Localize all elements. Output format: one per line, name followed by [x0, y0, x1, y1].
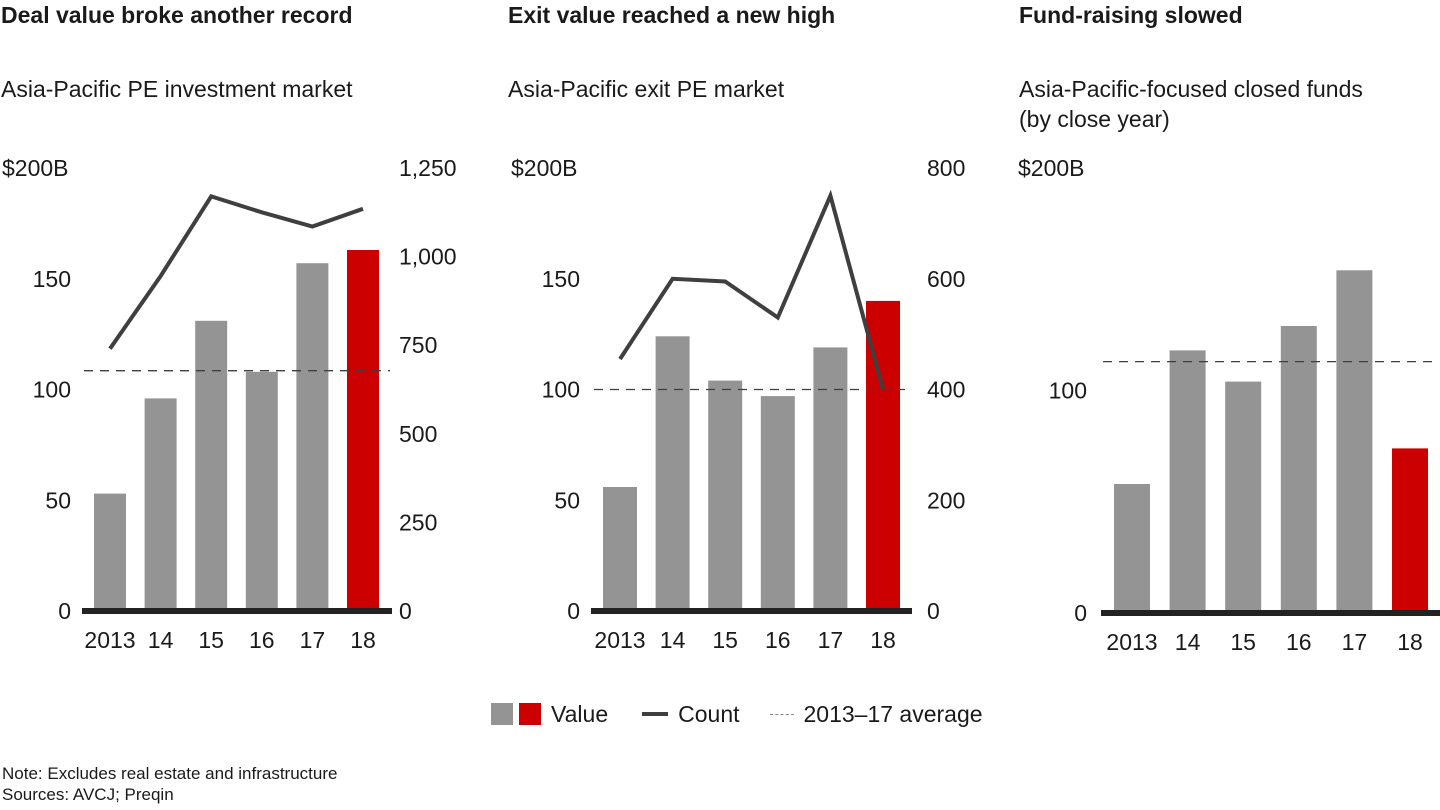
chart-3-subtitle: Asia-Pacific-focused closed funds (by cl… — [1019, 74, 1363, 134]
legend-count-label: Count — [678, 700, 740, 727]
chart-1-bar-15 — [195, 320, 228, 611]
chart-1-x-tick-label: 14 — [148, 627, 174, 653]
legend-value-swatch-red — [519, 703, 541, 725]
chart-1-x-tick-label: 2013 — [84, 627, 135, 653]
chart-1-title: Deal value broke another record — [1, 2, 353, 28]
chart-2-title: Exit value reached a new high — [508, 2, 836, 28]
chart-2-bar-14 — [655, 336, 690, 611]
chart-3-y-tick-label: $200B — [1018, 155, 1085, 181]
chart-3-x-axis — [1101, 610, 1440, 616]
legend-average-label: 2013–17 average — [803, 700, 983, 727]
chart-2-y-tick-label: 0 — [567, 598, 580, 624]
footnotes: Note: Excludes real estate and infrastru… — [2, 763, 337, 805]
chart-3-subtitle-line-1: Asia-Pacific-focused closed funds — [1019, 76, 1363, 102]
chart-1-y-tick-label: 0 — [58, 598, 71, 624]
chart-2-subtitle: Asia-Pacific exit PE market — [508, 76, 785, 102]
chart-2-count-line — [618, 189, 885, 391]
chart-1-x-tick-label: 17 — [300, 627, 326, 653]
chart-1-y2-tick-label: 1,250 — [399, 155, 457, 181]
chart-2-y-tick-label: 150 — [542, 266, 580, 292]
chart-1-bar-17 — [296, 263, 329, 611]
chart-2-bar-16 — [760, 396, 795, 611]
chart-1-y2-tick-label: 1,000 — [399, 244, 457, 270]
chart-1-y-tick-label: $200B — [2, 155, 69, 181]
chart-3-x-tick-label: 15 — [1230, 629, 1256, 655]
sources-text: Sources: AVCJ; Preqin — [2, 785, 174, 804]
chart-3-title: Fund-raising slowed — [1019, 2, 1243, 28]
legend-count-line-icon — [642, 712, 669, 716]
chart-3-bar-18 — [1392, 448, 1428, 613]
chart-2-bar-17 — [813, 347, 848, 611]
chart-2-x-tick-label: 16 — [765, 627, 791, 653]
chart-1-bar-2013 — [94, 493, 126, 611]
chart-3-bar-2013 — [1114, 484, 1150, 613]
chart-2-x-tick-label: 2013 — [594, 627, 645, 653]
chart-1-subtitle: Asia-Pacific PE investment market — [1, 76, 353, 102]
chart-2-x-tick-label: 17 — [818, 627, 844, 653]
legend-average-dash-icon — [769, 713, 794, 715]
chart-2-x-axis — [591, 608, 912, 614]
chart-1-y-tick-label: 100 — [33, 377, 71, 403]
chart-2-x-tick-label: 15 — [712, 627, 738, 653]
chart-2-y2-tick-label: 600 — [927, 266, 965, 292]
chart-3-y-tick-label: 0 — [1074, 600, 1087, 626]
chart-3-subtitle-line-2: (by close year) — [1019, 106, 1170, 132]
note-text: Note: Excludes real estate and infrastru… — [2, 764, 338, 783]
chart-1-y2-tick-label: 0 — [399, 598, 412, 624]
chart-3-bar-17 — [1336, 270, 1373, 613]
chart-3-bar-15 — [1225, 381, 1262, 613]
chart-1-x-tick-label: 15 — [198, 627, 224, 653]
chart-2-x-tick-label: 18 — [870, 627, 896, 653]
chart-2-y2-tick-label: 200 — [927, 487, 965, 513]
chart-1-y-tick-label: 150 — [33, 266, 71, 292]
legend-value-label: Value — [551, 700, 609, 727]
chart-2-y-tick-label: 100 — [542, 377, 580, 403]
chart-2-bar-15 — [708, 380, 743, 611]
legend: Value Count 2013–17 average — [491, 700, 983, 728]
chart-3-bar-16 — [1280, 326, 1317, 613]
chart-1-bar-18 — [347, 250, 379, 611]
chart-1-bar-14 — [144, 398, 177, 611]
chart-1-y2-tick-label: 250 — [399, 509, 437, 535]
chart-1-bar-16 — [245, 371, 278, 611]
chart-3-x-tick-label: 17 — [1342, 629, 1368, 655]
chart-1-y2-tick-label: 750 — [399, 332, 437, 358]
chart-2-y2-tick-label: 800 — [927, 155, 965, 181]
legend-value-swatch-gray — [491, 703, 513, 725]
chart-2-y-tick-label: 50 — [554, 487, 580, 513]
chart-1-count-line — [108, 194, 364, 350]
chart-1-x-axis — [82, 608, 392, 614]
chart-2-bar-2013 — [603, 487, 637, 611]
chart-2-x-tick-label: 14 — [660, 627, 686, 653]
chart-1-x-tick-label: 16 — [249, 627, 275, 653]
chart-3-y-tick-label: 100 — [1049, 378, 1087, 404]
chart-2-y2-tick-label: 400 — [927, 377, 965, 403]
charts-canvas: 2013 14 15 16 17 18050100150$200B02505007501,… — [2, 155, 1440, 655]
chart-3-x-tick-label: 14 — [1175, 629, 1201, 655]
chart-3-x-tick-label: 18 — [1397, 629, 1423, 655]
chart-1-y2-tick-label: 500 — [399, 421, 437, 447]
chart-3-x-tick-label: 16 — [1286, 629, 1312, 655]
chart-1-x-tick-label: 18 — [350, 627, 376, 653]
chart-1-y-tick-label: 50 — [45, 487, 71, 513]
chart-3-x-tick-label: 2013 — [1106, 629, 1157, 655]
chart-2-y2-tick-label: 0 — [927, 598, 940, 624]
chart-2-y-tick-label: $200B — [511, 155, 578, 181]
chart-3-bar-14 — [1169, 350, 1206, 613]
